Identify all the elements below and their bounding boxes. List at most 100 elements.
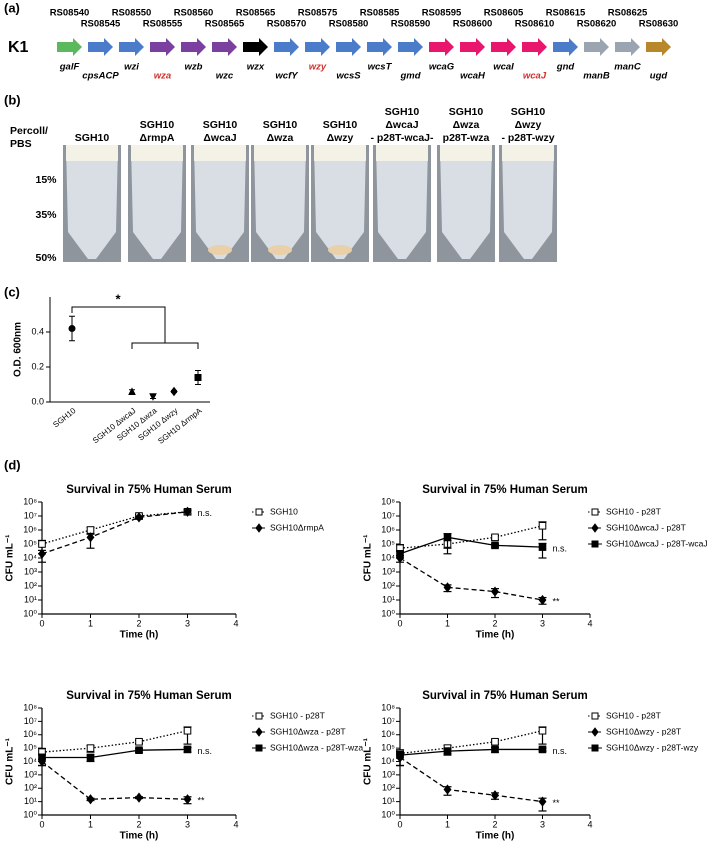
marker: [194, 374, 202, 381]
gene-arrow: [491, 38, 516, 56]
gene-name: ugd: [650, 71, 668, 82]
gene-name: wcsT: [368, 62, 393, 73]
gene-name: wcaH: [460, 71, 486, 82]
gene-name: wzc: [216, 71, 234, 82]
gene-id: RS08555: [143, 19, 183, 30]
panel-label: (a): [4, 0, 20, 15]
column-header: SGH10: [449, 106, 484, 118]
pellet: [268, 245, 292, 255]
column-header: PBS: [10, 138, 32, 150]
gene-arrow: [57, 38, 82, 56]
y-tick-label: 0.2: [31, 361, 44, 371]
y-tick-label: 10¹: [382, 594, 395, 604]
y-tick-label: 10⁸: [23, 702, 37, 712]
y-tick-label: 0.4: [31, 326, 44, 336]
x-tick-label: 3: [540, 819, 545, 829]
series-line: [399, 756, 543, 803]
gene-id: RS08630: [639, 19, 679, 30]
y-tick-label: 10¹: [382, 796, 395, 806]
x-axis-label: Time (h): [120, 831, 159, 842]
lipid-layer: [66, 145, 118, 161]
marker: [591, 727, 599, 737]
gene-name: cpsACP: [82, 71, 119, 82]
y-tick-label: 10⁴: [381, 552, 395, 562]
x-tick-label: 1: [88, 819, 93, 829]
legend-label: SGH10 - p28T: [270, 710, 325, 720]
gene-arrow: [212, 38, 237, 56]
y-tick-label: 10⁶: [23, 729, 37, 739]
marker: [591, 712, 599, 720]
gene-id: RS08565: [205, 19, 245, 30]
gene-name: wza: [154, 71, 171, 82]
tube: [194, 145, 246, 259]
column-header: SGH10: [203, 119, 238, 131]
gene-name: wcfY: [275, 71, 299, 82]
marker: [255, 744, 263, 752]
gene-arrow: [243, 38, 268, 56]
row-label: 15%: [35, 174, 57, 186]
series-line: [41, 760, 188, 800]
column-header: Δwza: [453, 119, 480, 131]
x-tick-label: 4: [587, 819, 592, 829]
chart-title: Survival in 75% Human Serum: [422, 690, 588, 702]
y-tick-label: 10⁵: [23, 743, 37, 753]
annotation: n.s.: [198, 508, 213, 518]
series-line: [41, 730, 188, 753]
marker: [68, 325, 76, 332]
gene-arrow: [460, 38, 485, 56]
y-tick-label: 10²: [382, 783, 395, 793]
gene-arrow: [367, 38, 392, 56]
chart-title: Survival in 75% Human Serum: [66, 484, 232, 496]
y-tick-label: 10³: [382, 769, 395, 779]
marker: [170, 386, 178, 397]
gene-arrow: [522, 38, 547, 56]
gene-id: RS08605: [484, 8, 524, 19]
x-tick-label: 1: [445, 819, 450, 829]
x-tick-label: 2: [492, 819, 497, 829]
tube: [254, 145, 306, 259]
series-line: [399, 536, 543, 555]
significance-bracket: [71, 306, 166, 343]
legend-label: SGH10: [270, 506, 298, 516]
column-header: Δwzy: [327, 132, 354, 144]
x-axis-label: Time (h): [476, 831, 515, 842]
column-header: SGH10: [263, 119, 298, 131]
column-header: Percoll/: [10, 125, 48, 137]
row-label: 35%: [35, 209, 57, 221]
marker: [38, 753, 46, 762]
marker: [135, 512, 143, 523]
marker: [538, 521, 547, 530]
gene-name: wzi: [124, 62, 139, 73]
annotation: n.s.: [198, 746, 213, 756]
gene-id: RS08615: [546, 8, 586, 19]
marker: [591, 523, 599, 533]
marker: [443, 747, 452, 755]
tube: [314, 145, 366, 259]
x-tick-label: 1: [88, 618, 93, 628]
lipid-layer: [254, 145, 306, 161]
marker: [591, 744, 599, 752]
tube: [376, 145, 428, 259]
marker: [135, 792, 143, 803]
annotation: **: [553, 596, 561, 606]
gene-name: wzx: [247, 62, 265, 73]
y-axis-label: CFU mL⁻¹: [363, 534, 374, 582]
x-tick-label: 0: [397, 819, 402, 829]
y-tick-label: 10⁴: [381, 756, 395, 766]
gene-id: RS08550: [112, 8, 152, 19]
series-line: [399, 525, 543, 549]
marker: [443, 784, 452, 795]
column-header: SGH10: [75, 132, 110, 144]
y-axis-label: CFU mL⁻¹: [5, 534, 16, 582]
gene-id: RS08595: [422, 8, 462, 19]
y-tick-label: 10⁸: [381, 496, 395, 506]
panel-label: (d): [4, 457, 21, 472]
y-tick-label: 10³: [24, 566, 37, 576]
column-header: Δwzy: [515, 119, 542, 131]
x-tick-label: 3: [185, 618, 190, 628]
y-tick-label: 10⁷: [24, 510, 37, 520]
gene-name: wcsS: [336, 71, 361, 82]
marker: [38, 548, 46, 559]
gene-name: wcaG: [429, 62, 455, 73]
gene-id: RS08540: [50, 8, 90, 19]
